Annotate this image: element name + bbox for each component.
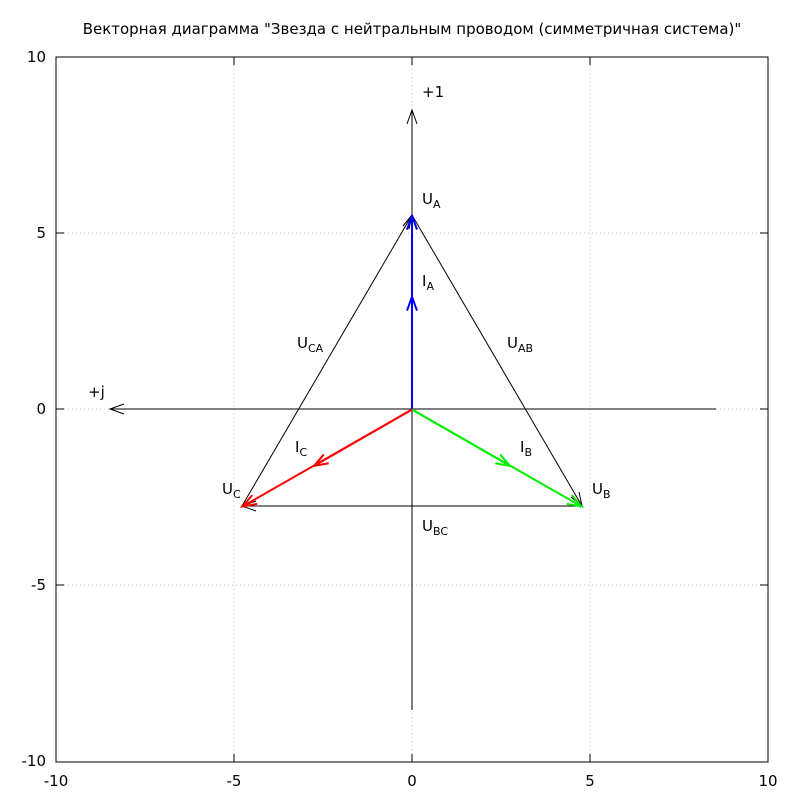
y-tick-label: -5 <box>31 576 46 594</box>
y-tick-label: 5 <box>36 224 46 242</box>
voltage-vector-a-head <box>406 212 418 230</box>
label-uca: UCA <box>297 334 324 355</box>
voltage-vector-b-head <box>566 494 585 508</box>
line-voltage-ab <box>411 214 583 507</box>
x-tick-label: -10 <box>44 772 69 790</box>
current-vector-c-head <box>311 453 329 468</box>
imag-axis-label: +j <box>88 383 105 401</box>
label-ua: UA <box>422 190 441 211</box>
real-axis-arrow <box>406 108 418 125</box>
y-tick-label: -10 <box>22 752 47 770</box>
imag-axis-arrow <box>108 403 125 415</box>
label-ic: IC <box>295 438 307 459</box>
label-ib: IB <box>520 438 532 459</box>
y-tick-label: 10 <box>27 48 46 66</box>
coordinate-axes: +1 +j <box>88 83 716 710</box>
y-tick-label: 0 <box>36 400 46 418</box>
vector-labels: UA IA UAB UCA IC IB UC UB UBC <box>222 190 611 538</box>
current-vector-a-head <box>406 293 418 312</box>
voltage-vector-c-head <box>239 494 258 508</box>
x-tick-labels: -10 -5 0 5 10 <box>44 772 778 790</box>
y-tick-labels: 10 5 0 -5 -10 <box>22 48 47 770</box>
current-vector-c <box>313 408 413 467</box>
x-tick-label: 5 <box>585 772 595 790</box>
diagram-title: Векторная диаграмма "Звезда с нейтральны… <box>83 20 742 38</box>
real-axis-label: +1 <box>422 83 444 101</box>
tick-marks <box>56 57 768 762</box>
x-tick-label: 10 <box>758 772 777 790</box>
current-vector-b <box>411 408 511 467</box>
label-ubc: UBC <box>422 517 448 538</box>
label-uc: UC <box>222 480 241 501</box>
label-uab: UAB <box>507 334 533 355</box>
phase-vectors <box>239 212 585 508</box>
label-ia: IA <box>422 272 434 293</box>
current-vector-b-head <box>495 453 513 468</box>
x-tick-label: 0 <box>407 772 417 790</box>
line-voltage-ca <box>241 214 413 507</box>
label-ub: UB <box>592 480 611 501</box>
x-tick-label: -5 <box>227 772 242 790</box>
